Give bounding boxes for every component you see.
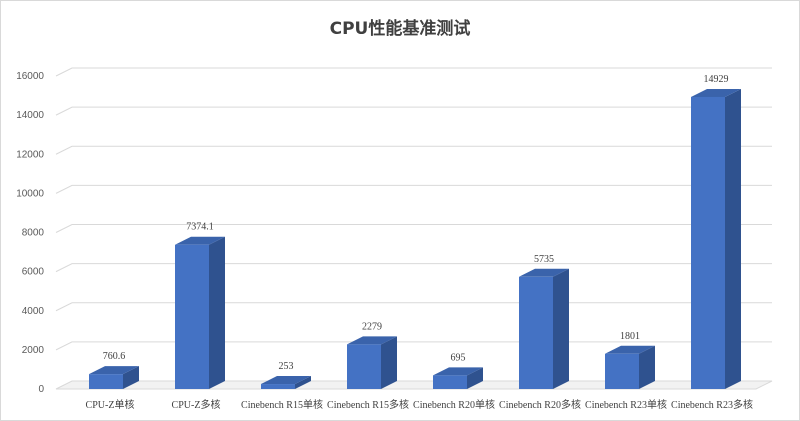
category-label: CPU-Z单核 bbox=[86, 398, 135, 411]
gridlines bbox=[55, 67, 773, 390]
gridline bbox=[55, 67, 772, 77]
bar-side bbox=[725, 88, 741, 389]
y-tick-label: 14000 bbox=[16, 110, 44, 121]
y-tick-label: 16000 bbox=[16, 71, 44, 82]
y-tick-label: 0 bbox=[38, 384, 44, 395]
bar-top bbox=[691, 88, 741, 97]
bar bbox=[175, 244, 209, 389]
chart-floor bbox=[55, 380, 773, 390]
data-label: 2279 bbox=[362, 321, 382, 332]
bar bbox=[433, 375, 467, 389]
bar-side bbox=[295, 376, 311, 389]
bar bbox=[261, 384, 295, 389]
gridline bbox=[55, 224, 772, 233]
y-tick-label: 6000 bbox=[22, 267, 45, 278]
bar bbox=[89, 374, 123, 389]
y-tick-label: 4000 bbox=[22, 306, 45, 317]
data-label: 760.6 bbox=[103, 351, 126, 362]
bar-side bbox=[209, 236, 225, 389]
bar-side bbox=[381, 336, 397, 389]
bar bbox=[347, 344, 381, 389]
gridline bbox=[55, 263, 772, 273]
bar-top bbox=[175, 236, 225, 245]
bar-side bbox=[639, 345, 655, 389]
category-label: Cinebench R15多核 bbox=[327, 398, 409, 411]
data-label: 14929 bbox=[704, 74, 729, 85]
gridline bbox=[55, 145, 772, 155]
gridline bbox=[55, 302, 772, 312]
y-axis-ticks: 0 2000 4000 6000 8000 10000 12000 14000 16000 bbox=[16, 71, 44, 395]
gridline bbox=[55, 341, 772, 351]
y-tick-label: 10000 bbox=[16, 188, 44, 199]
category-label: Cinebench R23多核 bbox=[671, 398, 753, 411]
data-label: 5735 bbox=[534, 254, 554, 265]
chart-title: CPU性能基准测试 bbox=[329, 19, 471, 39]
bar-top bbox=[261, 376, 311, 385]
data-label: 7374.1 bbox=[186, 222, 214, 233]
category-label: Cinebench R23单核 bbox=[585, 398, 667, 411]
bar-top bbox=[347, 336, 397, 345]
bar-top bbox=[89, 366, 139, 375]
data-label: 695 bbox=[451, 352, 466, 363]
bar-side bbox=[123, 366, 139, 389]
category-label: CPU-Z多核 bbox=[172, 398, 221, 411]
category-label: Cinebench R20单核 bbox=[413, 398, 495, 411]
bars bbox=[89, 88, 741, 389]
y-tick-label: 2000 bbox=[22, 345, 45, 356]
bar-top bbox=[433, 367, 483, 376]
y-tick-label: 12000 bbox=[16, 149, 44, 160]
bar-side bbox=[553, 268, 569, 389]
bar bbox=[691, 96, 725, 389]
bar-side bbox=[467, 367, 483, 389]
bar-top bbox=[519, 268, 569, 277]
y-tick-label: 8000 bbox=[22, 228, 45, 239]
data-labels: 760.6 7374.1 253 2279 695 5735 1801 14929 bbox=[103, 74, 729, 372]
gridline bbox=[55, 106, 772, 116]
gridline bbox=[55, 184, 772, 194]
category-label: Cinebench R20多核 bbox=[499, 398, 581, 411]
bar-top bbox=[605, 345, 655, 354]
category-label: Cinebench R15单核 bbox=[241, 398, 323, 411]
data-label: 253 bbox=[279, 361, 294, 372]
x-axis-categories: CPU-Z单核 CPU-Z多核 Cinebench R15单核 Cinebench R… bbox=[86, 398, 753, 411]
bar bbox=[605, 353, 639, 389]
data-label: 1801 bbox=[620, 331, 640, 342]
bar bbox=[519, 276, 553, 389]
